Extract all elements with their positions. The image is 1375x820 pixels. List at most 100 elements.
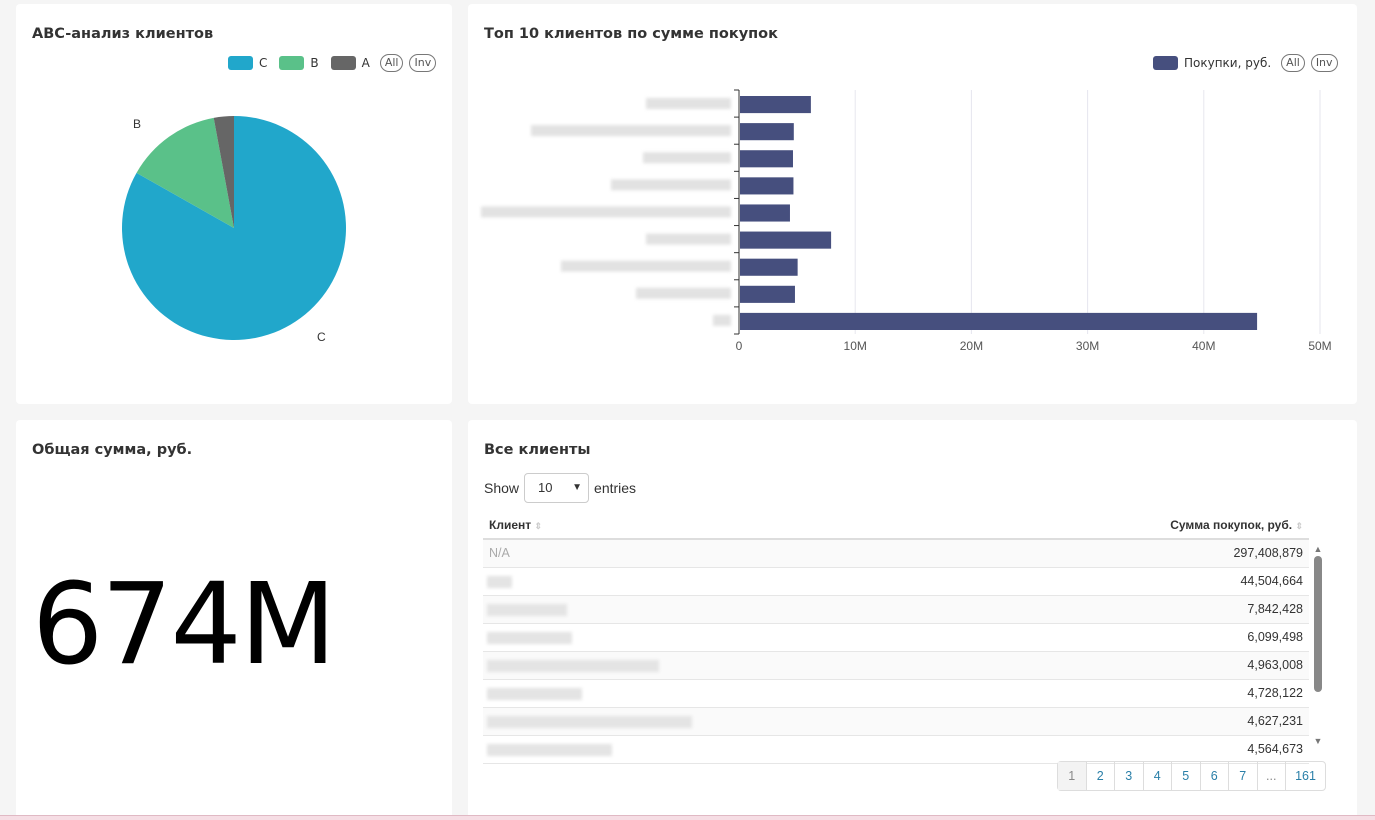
page-link[interactable]: 3 [1115,762,1144,790]
page-link[interactable]: ... [1258,762,1286,790]
page-link[interactable]: 4 [1144,762,1172,790]
page-link[interactable]: 5 [1172,762,1201,790]
col-sum[interactable]: Сумма покупок, руб. ⇕ [738,512,1309,540]
x-tick-label: 10M [843,339,867,353]
pie-label-c: C [317,330,326,344]
clients-table: Клиент ⇕ Сумма покупок, руб. ⇕ N/A 297,40… [483,512,1309,764]
sort-icon: ⇕ [1295,521,1303,531]
client-name-redacted [487,715,692,728]
top-legend: Покупки, руб. All Inv [1153,54,1338,72]
clients-title: Все клиенты [484,442,591,458]
bar[interactable] [740,285,795,303]
legend-swatch-c[interactable] [228,56,253,70]
legend-swatch-purchases[interactable] [1153,56,1178,70]
bar-category-label-redacted [713,314,731,326]
x-tick-label: 40M [1192,339,1216,353]
sum-cell: 6,099,498 [738,623,1309,652]
bar[interactable] [740,231,832,249]
pie-slice-b[interactable] [136,117,234,228]
bar[interactable] [740,312,1258,330]
table-row[interactable]: 4,728,122 [483,679,1309,708]
bar[interactable] [740,150,793,168]
x-tick-label: 0 [735,339,743,353]
top-card: Топ 10 клиентов по сумме покупок Покупки… [468,4,1357,404]
abc-card: ABC-анализ клиентов C B A All Inv B C [16,4,452,404]
client-name-redacted [487,631,572,644]
bar-category-label-redacted [611,179,731,191]
client-cell [483,567,739,596]
sum-cell: 4,728,122 [738,679,1309,708]
bar-category-label-redacted [643,152,731,164]
client-name-redacted [487,687,582,700]
abc-legend: C B A All Inv [228,54,437,72]
legend-a[interactable]: A [361,56,370,70]
inv-button[interactable]: Inv [409,54,437,72]
chevron-down-icon: ▼ [572,482,583,493]
page-link[interactable]: 161 [1295,769,1316,783]
total-title: Общая сумма, руб. [32,442,193,458]
table-row[interactable]: 6,099,498 [483,623,1309,652]
show-label: Show [484,480,520,496]
bar-category-label-redacted [636,287,731,299]
page-size-value: 10 [538,480,553,495]
bar-category-label-redacted [646,233,731,245]
sum-cell: 7,842,428 [738,595,1309,624]
client-name-redacted [487,659,659,672]
bar[interactable] [740,123,794,141]
pie-slice-c[interactable] [122,116,347,340]
table-row[interactable]: 44,504,664 [483,567,1309,596]
bar-category-label-redacted [531,125,731,137]
table-row[interactable]: 4,627,231 [483,707,1309,736]
sort-icon: ⇕ [534,521,543,531]
page-size-select[interactable]: 10 ▼ [524,473,590,503]
page-link[interactable]: 7 [1229,762,1258,790]
client-name-redacted [487,575,512,588]
legend-swatch-a[interactable] [330,56,356,70]
client-cell [483,595,739,624]
table-row[interactable]: N/A 297,408,879 [483,539,1309,568]
clients-card: Все клиенты Show 10 ▼ entries Клиент ⇕ Су… [468,420,1357,820]
entries-label: entries [594,480,637,496]
inv-button[interactable]: Inv [1310,54,1338,72]
total-value: 674M [32,560,336,690]
pie-label-b: B [133,117,142,131]
legend-b[interactable]: B [310,56,319,70]
table-row[interactable]: 4,963,008 [483,651,1309,680]
client-cell [483,623,739,652]
legend-swatch-b[interactable] [279,56,305,70]
page-link[interactable]: 2 [1087,762,1115,790]
client-cell [483,735,739,764]
page-link[interactable]: 6 [1201,762,1229,790]
legend-purchases[interactable]: Покупки, руб. [1184,56,1272,70]
pie-slice-a[interactable] [213,116,234,228]
top-bar-chart [481,89,1321,335]
client-cell [483,651,739,680]
legend-c[interactable]: C [259,56,268,70]
table-row[interactable]: 4,564,673 [483,735,1309,764]
sum-cell: 4,963,008 [738,651,1309,680]
bar[interactable] [740,258,798,276]
sum-cell: 297,408,879 [738,539,1309,568]
table-scrollbar[interactable]: ▲ ▼ [1313,544,1323,746]
bar[interactable] [740,96,811,114]
client-cell: N/A [483,539,739,568]
page-current[interactable]: 1 [1058,762,1087,790]
client-name-redacted [487,743,612,756]
client-cell [483,707,739,736]
all-button[interactable]: All [379,54,404,72]
bar-category-label-redacted [561,260,731,272]
top-title: Топ 10 клиентов по сумме покупок [484,26,778,42]
client-name-redacted [487,603,567,616]
bar-category-label-redacted [646,98,731,109]
sum-cell: 4,564,673 [738,735,1309,764]
bar[interactable] [740,177,794,195]
table-row[interactable]: 7,842,428 [483,595,1309,624]
sum-cell: 4,627,231 [738,707,1309,736]
abc-pie-chart [122,116,347,340]
col-client[interactable]: Клиент ⇕ [483,512,739,540]
client-cell [483,679,739,708]
x-tick-label: 30M [1075,339,1100,353]
bar[interactable] [740,204,790,222]
all-button[interactable]: All [1281,54,1305,72]
x-tick-label: 20M [959,339,984,353]
